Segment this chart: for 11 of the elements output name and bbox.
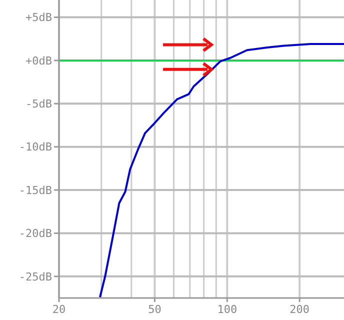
y-tick-label: -15dB <box>18 184 52 197</box>
y-tick-label: +0dB <box>26 54 52 68</box>
y-tick-label: -10dB <box>18 140 52 154</box>
y-tick-label: -5dB <box>26 98 52 110</box>
y-tick-label: -25dB <box>18 270 52 284</box>
x-tick-label: 100 <box>217 303 238 316</box>
x-tick-label: 200 <box>290 303 310 316</box>
x-tick-label: 20 <box>52 303 66 316</box>
y-tick-label: +5dB <box>26 11 52 24</box>
x-tick-label: 50 <box>148 303 162 316</box>
y-tick-label: -20dB <box>18 227 52 240</box>
